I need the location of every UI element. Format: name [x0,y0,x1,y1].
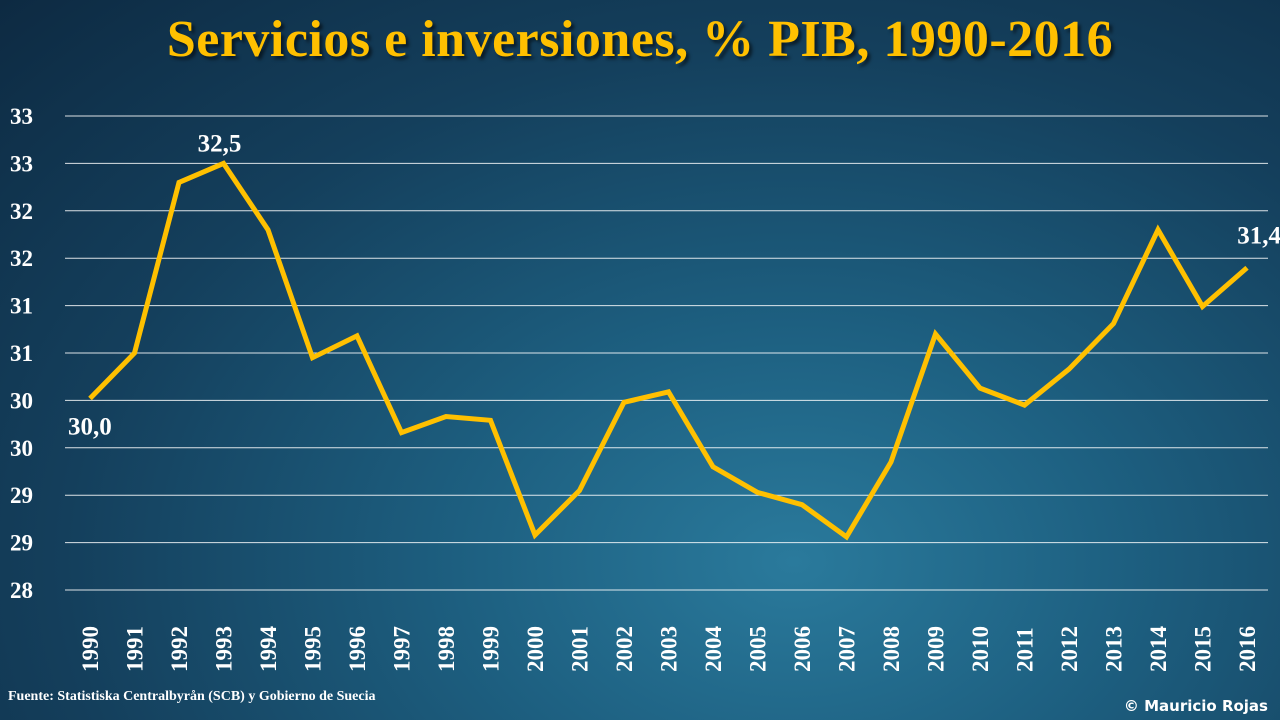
chart-title: Servicios e inversiones, % PIB, 1990-201… [166,11,1114,68]
y-tick-label: 30 [10,436,33,461]
data-label: 31,4 [1237,223,1280,250]
series-line [88,160,1249,541]
x-tick-label: 1997 [390,626,415,672]
y-tick-label: 31 [10,294,33,319]
x-tick-label: 2013 [1102,626,1127,672]
y-tick-label: 30 [10,388,33,413]
x-tick-label: 2010 [968,626,993,672]
x-tick-label: 1999 [479,626,504,672]
x-tick-label: 2001 [568,626,593,672]
x-tick-label: 1993 [212,626,237,672]
source-note: Fuente: Statistiska Centralbyrån (SCB) y… [8,689,376,704]
x-tick-label: 2007 [835,626,860,672]
y-tick-label: 33 [10,104,33,129]
x-tick-label: 1992 [167,626,192,672]
x-tick-label: 2009 [924,626,949,672]
x-tick-label: 2014 [1146,626,1171,673]
x-tick-label: 1990 [78,626,103,672]
y-tick-label: 29 [10,483,33,508]
data-label: 30,0 [68,414,112,441]
gridlines [65,115,1268,591]
x-tick-label: 1996 [345,626,370,672]
y-tick-label: 33 [10,151,33,176]
x-tick-label: 2003 [657,626,682,672]
y-tick-label: 32 [10,199,33,224]
x-tick-label: 1991 [123,626,148,672]
x-tick-label: 2002 [612,626,637,672]
y-tick-label: 32 [10,246,33,271]
y-tick-label: 28 [10,578,33,603]
data-label-layer: 30,0 32,5 31,4 [68,130,1280,440]
x-tick-label: 2005 [746,626,771,672]
x-axis-ticks: 1990 1991 1992 1993 1994 1995 1996 1997 1998 1999… [78,626,1260,673]
x-tick-label: 2006 [790,626,815,672]
copyright-notice: © Mauricio Rojas [1123,697,1268,715]
x-tick-label: 1995 [301,626,326,672]
x-tick-label: 2011 [1013,627,1038,672]
x-tick-label: 2015 [1191,626,1216,672]
x-tick-label: 2016 [1235,626,1260,672]
x-tick-label: 2008 [879,626,904,672]
x-tick-label: 2000 [523,626,548,672]
y-axis-ticks: 28 29 29 30 30 31 31 32 32 33 33 [10,104,33,603]
y-tick-label: 29 [10,531,33,556]
data-label: 32,5 [198,130,242,157]
y-tick-label: 31 [10,341,33,366]
x-tick-label: 2004 [701,626,726,673]
x-tick-label: 2012 [1057,626,1082,672]
x-tick-label: 1998 [434,626,459,672]
x-tick-label: 1994 [256,626,281,673]
series-line-layer [88,160,1249,541]
